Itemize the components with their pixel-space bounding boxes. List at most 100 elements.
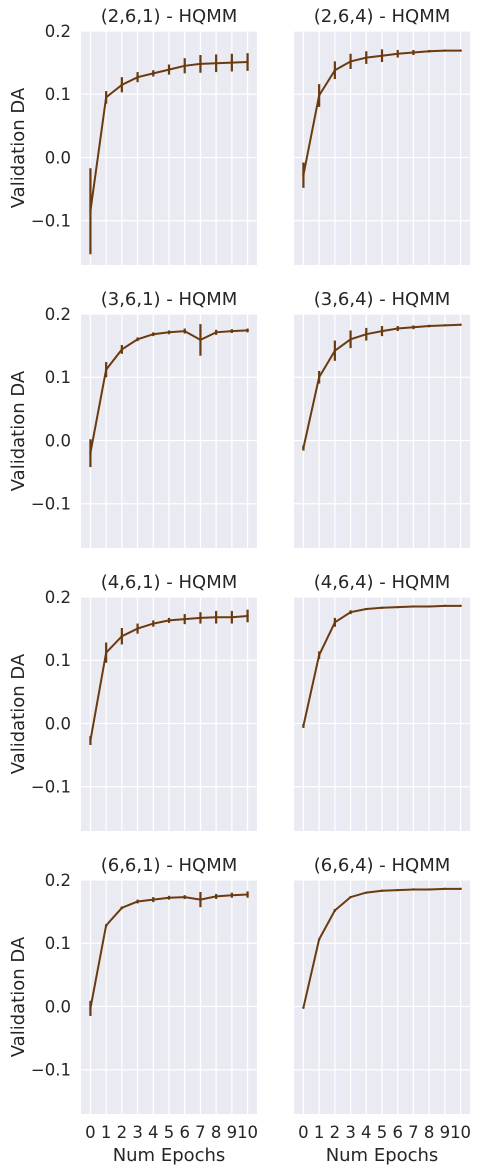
data-point	[199, 338, 202, 342]
y-tick-label: −0.1	[31, 778, 71, 797]
x-tick-label: 9	[227, 1123, 238, 1142]
y-tick-label: −0.1	[31, 1061, 71, 1080]
x-tick-label: 2	[330, 1123, 341, 1142]
data-point	[443, 324, 447, 327]
subplot-title: (2,6,4) - HQMM	[314, 6, 451, 27]
data-point	[412, 888, 415, 891]
data-point	[230, 616, 234, 619]
data-point	[152, 72, 155, 75]
data-point	[459, 887, 462, 891]
data-point	[333, 909, 337, 912]
x-tick-label: 10	[237, 1123, 258, 1142]
data-point	[349, 338, 352, 341]
data-point	[152, 898, 155, 901]
data-point	[120, 83, 124, 86]
subplot-8: (6,6,4) - HQMM 0 1 2 3 4 5 6 7 8 9 10 Num Epochs	[294, 855, 471, 1166]
x-tick-label: 6	[179, 1123, 190, 1142]
x-tick-label: 6	[392, 1123, 403, 1142]
data-point	[459, 604, 462, 608]
data-point	[199, 898, 202, 901]
data-point	[349, 610, 352, 614]
x-tick-label: 5	[164, 1123, 175, 1142]
x-tick-label: 7	[408, 1123, 419, 1142]
y-axis-label: Validation DA	[8, 936, 29, 1057]
data-point	[136, 900, 139, 903]
data-point	[427, 50, 431, 53]
data-point	[459, 323, 462, 326]
data-point	[380, 606, 384, 609]
data-point	[349, 895, 352, 899]
data-point	[89, 451, 92, 455]
data-point	[443, 49, 447, 52]
data-point	[302, 1006, 305, 1009]
x-axis-label: Num Epochs	[326, 1145, 439, 1166]
data-point	[183, 64, 186, 67]
data-point	[365, 607, 368, 611]
x-tick-label: 4	[361, 1123, 372, 1142]
data-point	[136, 627, 139, 630]
y-tick-label: 0.0	[45, 148, 71, 167]
data-point	[214, 895, 218, 898]
data-point	[412, 605, 415, 608]
data-point	[365, 56, 368, 59]
y-tick-label: 0.2	[45, 22, 71, 41]
data-point	[317, 376, 321, 379]
data-point	[104, 924, 108, 927]
x-tick-label: 1	[101, 1123, 112, 1142]
data-point	[183, 329, 186, 333]
x-tick-label: 8	[424, 1123, 435, 1142]
y-tick-label: 0.2	[45, 588, 71, 607]
x-tick-label: 9	[440, 1123, 451, 1142]
x-tick-label: 5	[377, 1123, 388, 1142]
y-tick-label: 0.1	[45, 368, 71, 387]
data-point	[302, 173, 305, 177]
y-tick-label: 0.0	[45, 714, 71, 733]
data-point	[365, 891, 368, 894]
data-point	[427, 324, 431, 328]
subplot-6: (4,6,4) - HQMM	[294, 572, 470, 831]
y-tick-label: 0.0	[45, 431, 71, 450]
data-point	[136, 75, 139, 79]
data-point	[230, 893, 234, 897]
data-point	[89, 210, 92, 213]
data-point	[214, 62, 218, 65]
data-point	[333, 69, 337, 72]
data-point	[317, 653, 321, 657]
data-point	[230, 61, 234, 64]
subplot-title: (3,6,1) - HQMM	[101, 289, 238, 310]
y-tick-label: 0.2	[45, 871, 71, 890]
data-point	[333, 621, 337, 624]
data-point	[317, 94, 321, 97]
data-point	[183, 895, 186, 899]
y-tick-label: −0.1	[31, 212, 71, 231]
data-point	[333, 349, 337, 352]
subplot-title: (2,6,1) - HQMM	[101, 6, 238, 27]
data-point	[246, 893, 249, 896]
y-tick-label: −0.1	[31, 495, 71, 514]
data-point	[214, 616, 218, 619]
x-tick-label: 3	[132, 1123, 143, 1142]
x-tick-label: 4	[148, 1123, 159, 1142]
data-point	[167, 619, 171, 622]
subplot-title: (4,6,1) - HQMM	[101, 572, 238, 593]
data-point	[427, 605, 431, 608]
y-axis-label: Validation DA	[8, 87, 29, 208]
data-point	[136, 338, 139, 341]
data-point	[183, 617, 186, 621]
x-tick-label: 10	[450, 1123, 471, 1142]
data-point	[302, 446, 305, 450]
x-tick-label: 8	[211, 1123, 222, 1142]
x-tick-label: 3	[345, 1123, 356, 1142]
data-point	[380, 329, 384, 333]
y-axis-label: Validation DA	[8, 370, 29, 491]
subplot-5: (4,6,1) - HQMM −0.1 0.0 0.1 0.2 Validation DA	[8, 572, 257, 831]
data-point	[167, 331, 171, 334]
data-point	[317, 938, 321, 941]
subplot-title: (6,6,4) - HQMM	[314, 855, 451, 876]
data-point	[199, 616, 202, 620]
data-point	[380, 889, 384, 892]
data-point	[120, 348, 124, 351]
data-point	[120, 906, 124, 910]
x-tick-label: 2	[117, 1123, 128, 1142]
